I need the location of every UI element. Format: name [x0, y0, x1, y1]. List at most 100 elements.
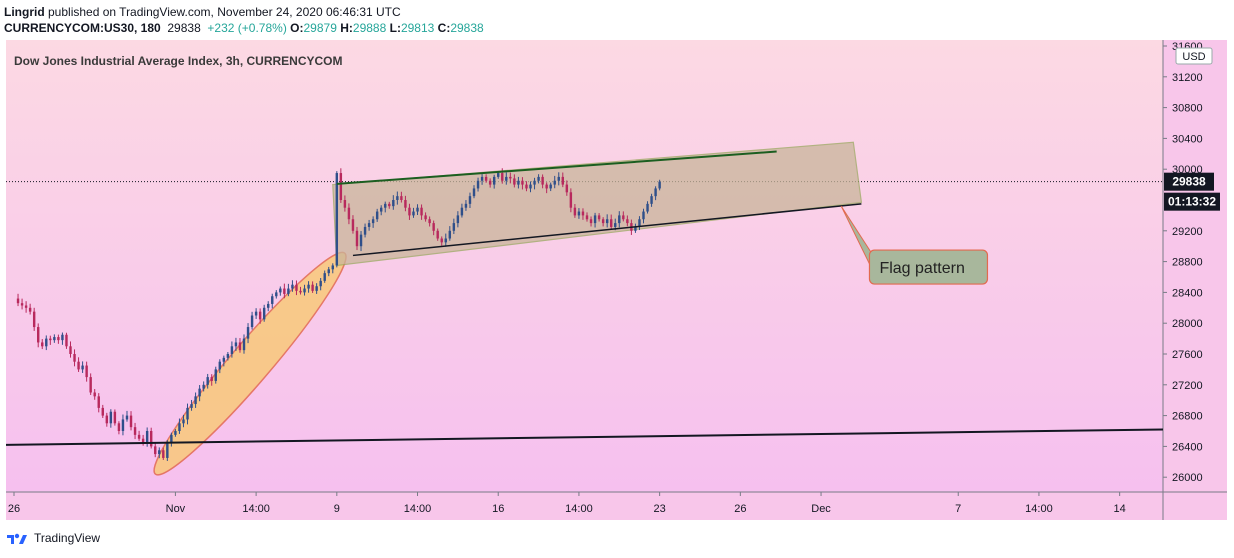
candle-body: [581, 211, 585, 216]
candle-body: [589, 219, 593, 224]
candle-body: [541, 176, 544, 185]
support-trend-line[interactable]: [5, 428, 1164, 446]
candle-body: [77, 361, 80, 370]
candle-body: [323, 273, 326, 281]
candle-body: [529, 184, 532, 189]
candle-body: [642, 211, 645, 220]
current-price-label: 29838: [1172, 175, 1206, 189]
candle-body: [573, 207, 577, 216]
candle-body: [97, 396, 100, 408]
y-tick-label: 28800: [1172, 257, 1203, 269]
candle-body: [53, 337, 56, 341]
close-value: 29838: [450, 21, 484, 35]
candle-body: [468, 196, 472, 204]
flag-upper-line[interactable]: [336, 150, 777, 185]
candle-body: [601, 219, 605, 224]
candle-body: [145, 431, 149, 443]
candle-body: [614, 223, 617, 227]
x-axis-ticks: 26 Nov 14:00 9 14:00 16 14:00 23 26 Dec 7 14:00 14: [8, 492, 1126, 515]
x-tick-label: 14:00: [242, 503, 270, 515]
y-tick-label: 26000: [1172, 472, 1203, 484]
candle-body: [371, 219, 375, 224]
candle-body: [254, 311, 258, 316]
candle-body: [250, 315, 254, 328]
candle-body: [646, 203, 649, 212]
symbol[interactable]: CURRENCYCOM:US30, 180: [4, 21, 161, 35]
candle-body: [460, 207, 464, 216]
low-label: L:: [389, 21, 401, 35]
author[interactable]: Lingrid: [4, 5, 45, 19]
candle-body: [553, 180, 556, 185]
y-tick-label: 31200: [1172, 72, 1203, 84]
candle-body: [577, 211, 581, 216]
candle-body: [174, 431, 177, 435]
candle-body: [351, 219, 355, 231]
candle-body: [234, 342, 238, 347]
candle-body: [230, 346, 234, 354]
footer-brand[interactable]: TradingView: [6, 531, 100, 545]
candle-body: [93, 392, 96, 397]
countdown-label: 01:13:32: [1168, 195, 1216, 209]
candle-body: [275, 292, 278, 297]
candle-body: [24, 305, 28, 308]
candle-body: [129, 415, 133, 428]
candle-body: [137, 434, 141, 439]
price-labels: USD 29838 01:13:32: [1164, 47, 1220, 211]
candle-body: [311, 284, 314, 291]
candle-body: [210, 377, 213, 381]
candle-body: [517, 180, 520, 185]
x-tick-label: 14: [1114, 503, 1126, 515]
y-tick-label: 30800: [1172, 103, 1203, 115]
candle-body: [89, 377, 92, 393]
candle-body: [505, 176, 508, 181]
candle-body: [186, 407, 189, 420]
y-tick-label: 27200: [1172, 380, 1203, 392]
candle-body: [267, 303, 270, 308]
candle-body: [331, 265, 334, 270]
candle-body: [650, 196, 653, 204]
candle-body: [488, 180, 492, 185]
high-value: 29888: [352, 21, 387, 35]
x-tick-label: 23: [654, 503, 666, 515]
low-value: 29813: [400, 21, 435, 35]
candle-body: [32, 311, 36, 328]
price-axis-background: [1163, 40, 1227, 520]
candle-body: [154, 446, 157, 455]
candle-body: [658, 181, 661, 189]
candle-body: [238, 342, 242, 351]
open-value: 29879: [303, 21, 337, 35]
candle-body: [287, 288, 290, 294]
callout-box[interactable]: [868, 249, 989, 285]
candle-body: [109, 411, 113, 424]
flag-lower-line[interactable]: [352, 203, 862, 257]
candle-body: [85, 365, 88, 378]
candle-body: [634, 226, 637, 231]
candle-body: [37, 327, 40, 343]
candle-body: [133, 427, 137, 435]
publish-date: published on TradingView.com, November 2…: [44, 5, 401, 19]
y-tick-label: 29200: [1172, 226, 1203, 238]
price-chart[interactable]: Dow Jones Industrial Average Index, 3h, …: [0, 40, 1234, 522]
candle-body: [16, 298, 20, 304]
candle-body: [476, 180, 480, 189]
high-label: H:: [340, 21, 353, 35]
candle-body: [271, 296, 274, 304]
candle-body: [295, 284, 298, 291]
candle-body: [626, 219, 629, 224]
candle-body: [299, 290, 302, 293]
candle-body: [557, 176, 560, 181]
candle-body: [242, 338, 246, 351]
candle-body: [400, 196, 403, 200]
candle-body: [464, 203, 468, 208]
candle-body: [214, 369, 217, 381]
candle-body: [424, 215, 427, 220]
candle-body: [319, 280, 322, 287]
candle-body: [593, 215, 597, 224]
candle-body: [545, 184, 548, 189]
candle-body: [190, 404, 193, 408]
candle-body: [117, 423, 121, 431]
candle-body: [73, 354, 76, 362]
candle-body: [484, 176, 488, 181]
flag-rectangle[interactable]: [332, 141, 863, 267]
candle-body: [412, 211, 415, 216]
